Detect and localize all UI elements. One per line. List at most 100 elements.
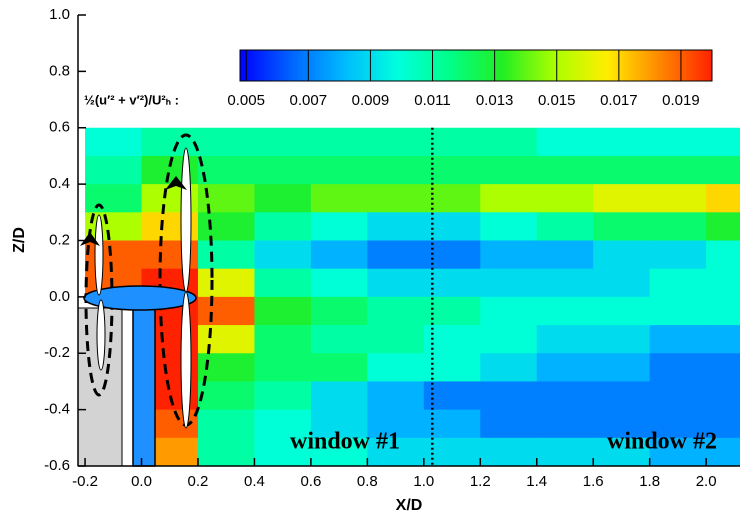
contour-cell <box>480 240 538 270</box>
contour-cell <box>593 437 651 466</box>
contour-cell <box>310 353 368 382</box>
contour-cell <box>197 268 255 298</box>
x-tick-label: 1.2 <box>470 473 491 490</box>
y-tick-label: 0.0 <box>49 288 70 305</box>
contour-cell <box>423 296 481 326</box>
contour-cell <box>197 296 255 326</box>
contour-cell <box>649 381 707 411</box>
contour-cell <box>423 381 481 411</box>
contour-cell <box>706 127 740 157</box>
colorbar <box>239 49 713 82</box>
contour-cell <box>536 437 594 466</box>
contour-cell <box>141 127 199 157</box>
contour-cell <box>480 268 538 298</box>
y-axis-title: Z/D <box>11 227 28 253</box>
colorbar-tick-label: 0.015 <box>538 92 576 109</box>
contour-cell <box>593 353 651 382</box>
contour-cell <box>649 353 707 382</box>
contour-cell <box>536 127 594 157</box>
x-tick-label: -0.2 <box>72 473 98 490</box>
contour-field <box>85 127 740 466</box>
contour-cell <box>197 381 255 411</box>
contour-cell <box>254 325 312 354</box>
contour-cell <box>367 437 425 466</box>
contour-cell <box>310 325 368 354</box>
x-tick-label: 1.8 <box>639 473 660 490</box>
y-tick-label: -0.2 <box>44 344 70 361</box>
contour-cell <box>706 325 740 354</box>
contour-cell <box>593 409 651 439</box>
contour-cell <box>593 212 651 241</box>
contour-cell <box>310 240 368 270</box>
x-tick-label: 1.4 <box>526 473 547 490</box>
colorbar-tick-label: 0.019 <box>662 92 700 109</box>
contour-cell <box>593 127 651 157</box>
contour-cell <box>367 353 425 382</box>
colorbar-tick-label: 0.009 <box>352 92 390 109</box>
y-tick-label: 0.2 <box>49 231 70 248</box>
contour-cell <box>197 240 255 270</box>
contour-cell <box>480 212 538 241</box>
contour-cell <box>367 155 425 185</box>
x-axis-title: X/D <box>396 497 423 514</box>
annotation: window #1 <box>290 429 400 455</box>
contour-cell <box>480 184 538 213</box>
y-tick-label: -0.6 <box>44 457 70 474</box>
contour-cell <box>649 268 707 298</box>
blade <box>180 147 192 293</box>
contour-cell <box>310 184 368 213</box>
x-tick-label: 0.4 <box>244 473 265 490</box>
contour-cell <box>706 240 740 270</box>
contour-cell <box>254 212 312 241</box>
contour-cell <box>310 212 368 241</box>
contour-cell <box>254 268 312 298</box>
contour-cell <box>649 184 707 213</box>
contour-cell <box>480 381 538 411</box>
contour-cell <box>649 296 707 326</box>
contour-cell <box>480 155 538 185</box>
tower <box>132 299 156 467</box>
y-tick-label: 0.8 <box>49 62 70 79</box>
contour-cell <box>536 325 594 354</box>
contour-cell <box>536 296 594 326</box>
contour-cell <box>310 127 368 157</box>
flow-arrow <box>80 232 100 246</box>
contour-cell <box>310 381 368 411</box>
contour-cell <box>197 437 255 466</box>
contour-cell <box>367 325 425 354</box>
contour-cell <box>593 155 651 185</box>
contour-cell <box>536 212 594 241</box>
contour-cell <box>310 268 368 298</box>
contour-cell <box>649 325 707 354</box>
contour-cell <box>593 296 651 326</box>
contour-cell <box>706 437 740 466</box>
contour-cell <box>367 296 425 326</box>
x-tick-label: 1.6 <box>583 473 604 490</box>
contour-cell <box>85 184 143 213</box>
contour-cell <box>197 212 255 241</box>
contour-cell <box>423 155 481 185</box>
contour-cell <box>85 155 143 185</box>
contour-cell <box>310 296 368 326</box>
y-tick-label: 1.0 <box>49 6 70 23</box>
contour-cell <box>423 212 481 241</box>
contour-cell <box>254 409 312 439</box>
contour-cell <box>254 127 312 157</box>
flow-arrow <box>165 176 187 190</box>
contour-cell <box>254 184 312 213</box>
contour-cell <box>649 240 707 270</box>
blade <box>180 291 192 429</box>
contour-cell <box>367 409 425 439</box>
contour-cell <box>254 437 312 466</box>
contour-cell <box>536 353 594 382</box>
contour-cell <box>367 212 425 241</box>
contour-cell <box>706 268 740 298</box>
contour-cell <box>536 184 594 213</box>
y-tick-label: -0.4 <box>44 401 70 418</box>
contour-cell <box>536 381 594 411</box>
colorbar-label: ½(u′² + v′²)/U²ₕ : <box>84 92 179 107</box>
contour-cell <box>423 437 481 466</box>
contour-cell <box>536 409 594 439</box>
contour-cell <box>480 325 538 354</box>
